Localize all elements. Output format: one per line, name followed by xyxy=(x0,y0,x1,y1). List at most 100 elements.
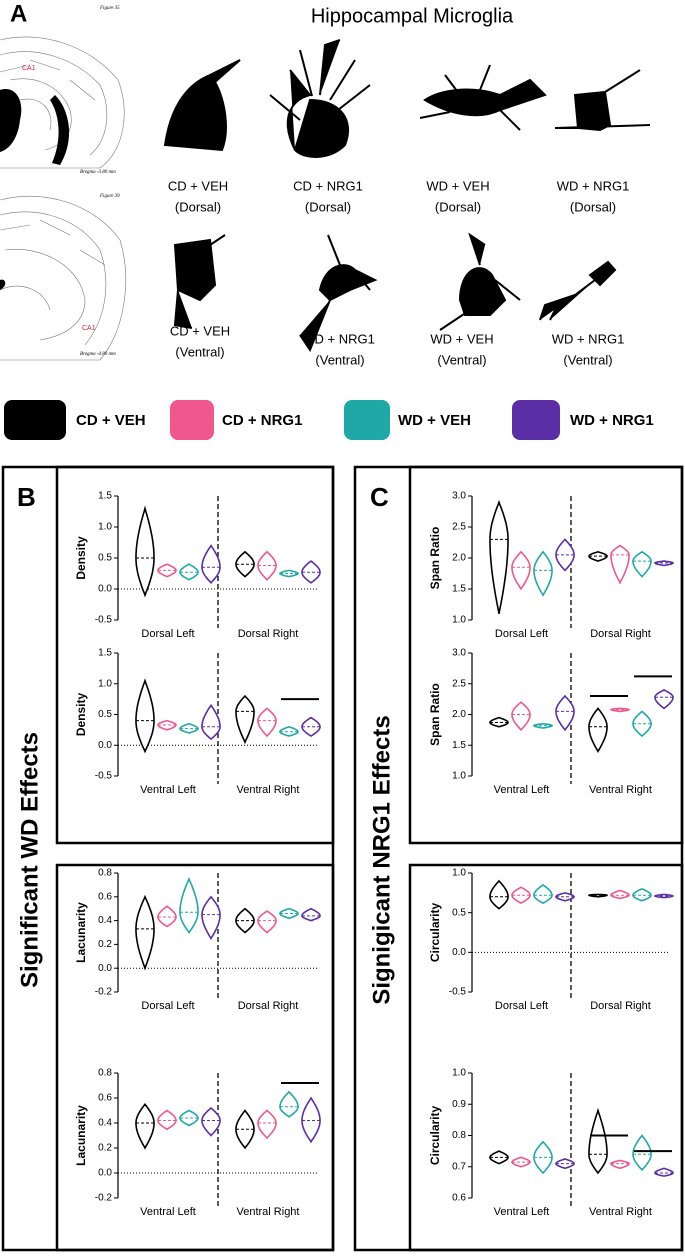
chart: -0.2 0.0 0.2 0.4 0.6 0.8 Lacunarity Ventral Lef… xyxy=(74,1068,321,1218)
y-tick-label: 0.5 xyxy=(452,907,466,918)
violin xyxy=(279,569,299,578)
x-tick-label: Ventral Right xyxy=(589,1206,652,1218)
y-axis-label: Lacunarity xyxy=(74,1105,88,1166)
x-tick-label: Dorsal Right xyxy=(238,1000,299,1012)
y-tick-label: 0.0 xyxy=(452,947,466,958)
violin xyxy=(555,891,575,902)
violin xyxy=(511,701,531,732)
x-tick-label: Dorsal Right xyxy=(238,628,299,640)
cell-label: WD + NRG1 xyxy=(552,331,625,346)
y-tick-label: 1.0 xyxy=(452,868,466,879)
violin xyxy=(279,725,299,737)
violin xyxy=(257,1109,277,1140)
cell-region: (Dorsal) xyxy=(435,199,481,214)
violin xyxy=(610,544,630,585)
y-tick-label: 0.5 xyxy=(98,553,112,564)
panel-title: Hippocampal Microglia xyxy=(311,5,514,27)
violin xyxy=(533,883,553,905)
violin xyxy=(588,550,608,562)
violin xyxy=(555,694,575,732)
violin xyxy=(279,907,299,920)
cell-region: (Dorsal) xyxy=(175,199,221,214)
y-tick-label: 0.2 xyxy=(98,939,112,950)
y-tick-label: 1.0 xyxy=(452,615,466,626)
violin xyxy=(301,907,321,922)
y-tick-label: 1.0 xyxy=(98,678,112,689)
cell-region: (Ventral) xyxy=(437,352,486,367)
violin xyxy=(257,910,277,934)
chart: 1.0 1.5 2.0 2.5 3.0 Span Ratio Ventral Left Ven… xyxy=(428,648,674,796)
panel-frames xyxy=(1,465,684,1252)
violin xyxy=(511,1156,531,1168)
violin xyxy=(511,886,531,905)
y-tick-label: -0.5 xyxy=(449,987,467,998)
cell-label: WD + NRG1 xyxy=(557,178,630,193)
atlas-bregma: Bregma -4.80 mm xyxy=(80,352,116,357)
violin xyxy=(632,550,652,578)
violin xyxy=(555,538,575,572)
y-tick-label: 0.5 xyxy=(98,709,112,720)
y-axis-label: Density xyxy=(74,693,88,737)
atlas-region xyxy=(50,95,70,165)
y-tick-label: -0.2 xyxy=(95,1193,113,1204)
y-axis-label: Lacunarity xyxy=(74,902,88,963)
y-tick-label: -0.5 xyxy=(95,771,113,782)
y-tick-label: 0.6 xyxy=(98,891,112,902)
y-tick-label: 1.5 xyxy=(98,491,112,502)
cell-label: CD + NRG1 xyxy=(305,331,375,346)
y-tick-label: 0.0 xyxy=(98,963,112,974)
violin xyxy=(654,1167,674,1177)
atlas-section xyxy=(0,36,127,361)
chart: -0.5 0.0 0.5 1.0 1.5 Density Ventral Left Ventr… xyxy=(74,648,321,796)
violin xyxy=(157,1109,177,1131)
violin xyxy=(533,1140,553,1175)
y-tick-label: 0.9 xyxy=(452,1099,466,1110)
cell-region: (Dorsal) xyxy=(305,199,351,214)
y-axis-label: Density xyxy=(74,536,88,580)
violin xyxy=(235,1109,255,1150)
y-tick-label: 0.4 xyxy=(98,1118,112,1129)
y-axis-label: Circularity xyxy=(428,902,442,962)
violin xyxy=(179,1109,199,1127)
violin xyxy=(201,895,221,941)
cell-region: (Ventral) xyxy=(315,352,364,367)
cell-label: CD + NRG1 xyxy=(293,178,363,193)
violin xyxy=(489,716,509,728)
legend-swatch xyxy=(4,400,66,440)
atlas-figure: Figure 35 xyxy=(99,6,120,11)
violin xyxy=(654,560,674,567)
cell-region: (Ventral) xyxy=(563,352,612,367)
x-tick-label: Dorsal Right xyxy=(590,628,651,640)
chart: -0.2 0.0 0.2 0.4 0.6 0.8 Lacunarity Dorsal Left… xyxy=(74,868,321,1012)
x-tick-label: Dorsal Left xyxy=(141,1000,194,1012)
microglia-cells xyxy=(163,39,651,353)
violin xyxy=(489,879,509,910)
cell-label: WD + VEH xyxy=(430,331,493,346)
violin xyxy=(632,888,652,902)
legend-label: WD + VEH xyxy=(398,412,471,429)
legend-label: WD + NRG1 xyxy=(570,412,654,429)
y-tick-label: 1.5 xyxy=(452,584,466,595)
violin xyxy=(610,707,630,713)
violin xyxy=(610,889,630,900)
violin xyxy=(588,1107,608,1175)
panel-letter: A xyxy=(10,0,27,27)
atlas-region-label: CA1 xyxy=(82,325,96,332)
y-tick-label: 0.2 xyxy=(98,1143,112,1154)
violin xyxy=(257,707,277,738)
y-tick-label: 3.0 xyxy=(452,648,466,659)
violin xyxy=(235,907,255,934)
violin xyxy=(179,563,199,581)
y-tick-label: 0.8 xyxy=(452,1130,466,1141)
atlas-region xyxy=(0,89,22,152)
cell-region: (Dorsal) xyxy=(570,199,616,214)
violin xyxy=(489,1150,509,1165)
violin xyxy=(533,722,553,729)
atlas-bregma: Bregma -3.80 mm xyxy=(80,170,116,175)
legend-swatch xyxy=(344,400,390,440)
x-tick-label: Ventral Left xyxy=(494,1206,550,1218)
y-axis-label: Circularity xyxy=(428,1105,442,1165)
y-tick-label: 1.0 xyxy=(452,771,466,782)
y-tick-label: 0.7 xyxy=(452,1161,466,1172)
